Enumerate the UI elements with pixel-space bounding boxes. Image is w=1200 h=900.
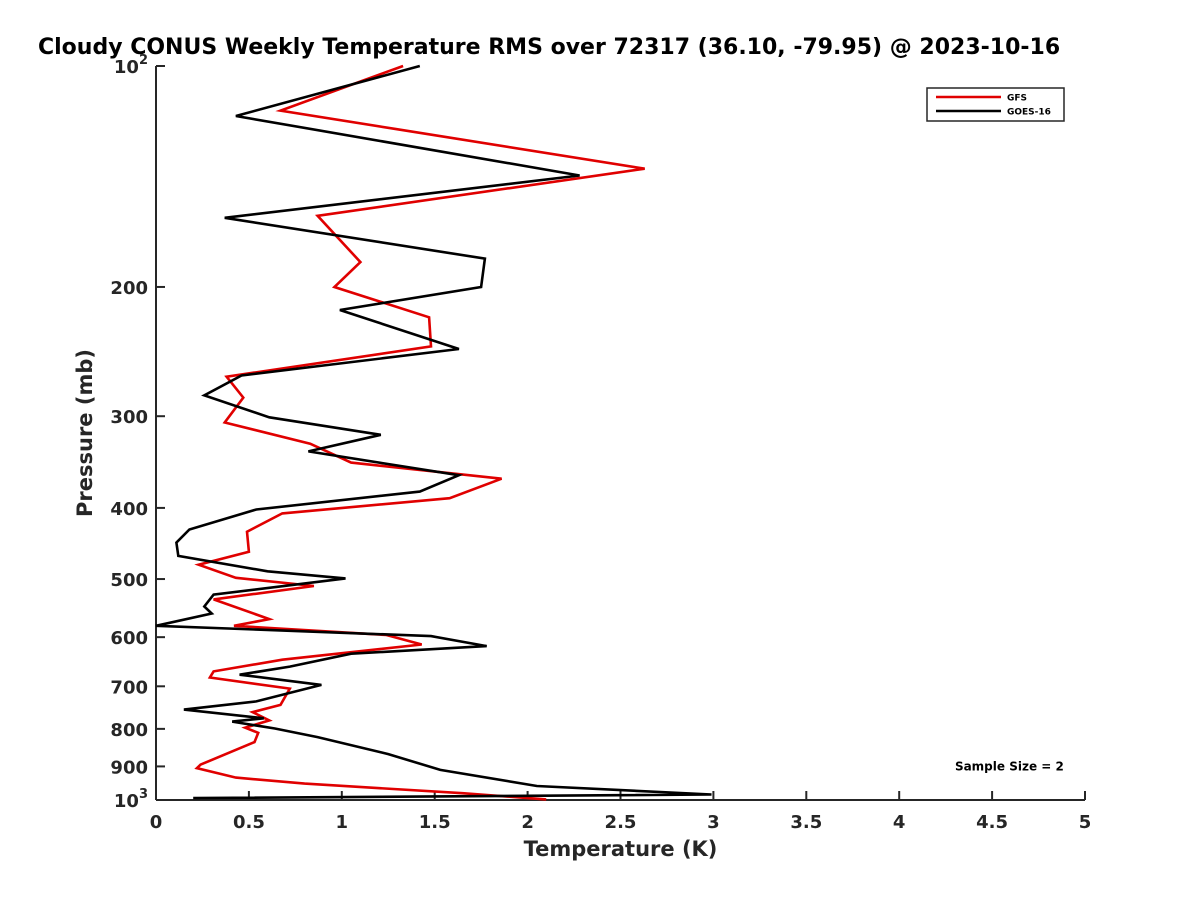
plot-area: 0 0.5 1 1.5 2 2.5 3 3.5 4 4.5 5 102 200 300 400 500 600… <box>110 53 1091 833</box>
x-tick-label: 3.5 <box>790 812 822 833</box>
legend-label: GFS <box>1007 94 1027 104</box>
y-tick-label: 102 <box>114 53 148 78</box>
y-axis-ticks: 102 200 300 400 500 600 700 800 900 103 <box>110 53 165 812</box>
y-tick-label: 500 <box>110 570 148 591</box>
series-lines <box>155 64 712 801</box>
y-tick-label: 103 <box>114 787 148 812</box>
x-axis-ticks: 0 0.5 1 1.5 2 2.5 3 3.5 4 4.5 5 <box>150 791 1092 833</box>
series-line-goes-16 <box>155 64 712 800</box>
x-tick-label: 2.5 <box>605 812 637 833</box>
x-tick-label: 1 <box>336 812 349 833</box>
chart-title: Cloudy CONUS Weekly Temperature RMS over… <box>38 35 1060 60</box>
y-tick-label: 900 <box>110 757 148 778</box>
series-line-gfs <box>194 64 645 801</box>
x-tick-label: 4.5 <box>976 812 1008 833</box>
x-axis-title: Temperature (K) <box>524 837 718 861</box>
x-tick-label: 1.5 <box>419 812 451 833</box>
annotations: Sample Size = 2 <box>955 759 1064 773</box>
sample-size-annotation: Sample Size = 2 <box>955 759 1064 773</box>
x-tick-label: 0 <box>150 812 163 833</box>
legend: GFS GOES-16 <box>926 87 1065 122</box>
legend-label: GOES-16 <box>1007 108 1051 118</box>
y-tick-label: 800 <box>110 720 148 741</box>
y-tick-label: 600 <box>110 628 148 649</box>
x-tick-label: 4 <box>893 812 906 833</box>
x-tick-label: 0.5 <box>233 812 265 833</box>
legend-box <box>926 87 1065 122</box>
y-axis-title: Pressure (mb) <box>73 349 97 517</box>
x-tick-label: 3 <box>707 812 720 833</box>
y-tick-label: 200 <box>110 278 148 299</box>
y-tick-label: 700 <box>110 677 148 698</box>
x-tick-label: 5 <box>1079 812 1092 833</box>
y-tick-label: 400 <box>110 499 148 520</box>
y-tick-label: 300 <box>110 407 148 428</box>
x-tick-label: 2 <box>521 812 534 833</box>
